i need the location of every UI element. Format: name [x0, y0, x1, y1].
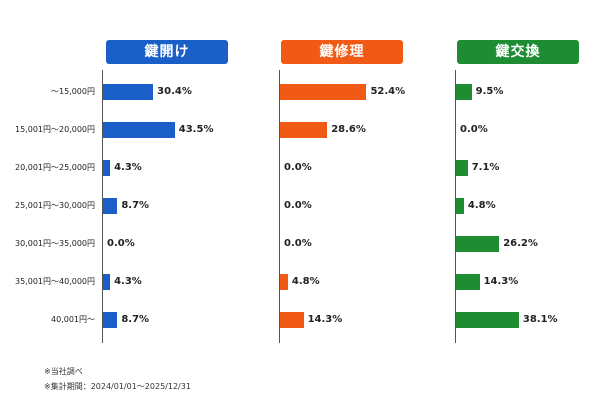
- bar: [456, 160, 468, 176]
- category-label: ～15,000円: [51, 87, 95, 96]
- category-label: 25,001円～30,000円: [15, 201, 95, 210]
- data-label: 4.3%: [114, 162, 142, 173]
- bar: [280, 274, 288, 290]
- data-label: 14.3%: [483, 276, 519, 287]
- bar: [103, 198, 118, 214]
- data-label: 4.8%: [291, 276, 320, 287]
- footnote-source: ※当社調べ: [44, 367, 83, 376]
- data-label: 28.6%: [331, 124, 366, 135]
- category-label: 30,001円～35,000円: [15, 239, 95, 248]
- series-title: 鍵修理: [281, 40, 403, 64]
- data-label: 8.7%: [121, 314, 150, 325]
- footnote-period: ※集計期間：2024/01/01～2025/12/31: [44, 382, 191, 391]
- data-label: 38.1%: [522, 314, 558, 325]
- category-label: 40,001円～: [51, 315, 95, 324]
- bar: [280, 84, 367, 100]
- bar: [280, 312, 304, 328]
- axis-line: [279, 70, 280, 343]
- bar: [456, 236, 500, 252]
- axis-line: [455, 70, 456, 343]
- data-label: 7.1%: [471, 162, 500, 173]
- category-label: 20,001円～25,000円: [15, 163, 95, 172]
- category-label: 35,001円～40,000円: [15, 277, 95, 286]
- bar: [103, 84, 154, 100]
- series-title: 鍵開け: [106, 40, 228, 64]
- bar: [280, 122, 328, 138]
- bar: [103, 160, 111, 176]
- bar: [103, 122, 175, 138]
- data-label: 0.0%: [284, 238, 312, 249]
- data-label: 4.8%: [467, 200, 496, 211]
- bar: [456, 312, 519, 328]
- bar: [456, 198, 464, 214]
- data-label: 14.3%: [307, 314, 343, 325]
- bar: [456, 84, 472, 100]
- data-label: 52.4%: [370, 86, 406, 97]
- data-label: 26.2%: [503, 238, 538, 249]
- bar: [456, 274, 480, 290]
- category-label: 15,001円～20,000円: [15, 125, 95, 134]
- data-label: 4.3%: [114, 276, 142, 287]
- data-label: 0.0%: [107, 238, 135, 249]
- data-label: 0.0%: [284, 200, 312, 211]
- data-label: 43.5%: [178, 124, 214, 135]
- axis-line: [102, 70, 103, 343]
- data-label: 9.5%: [475, 86, 504, 97]
- bar: [103, 274, 111, 290]
- series-title: 鍵交換: [457, 40, 579, 64]
- data-label: 0.0%: [460, 124, 488, 135]
- data-label: 30.4%: [157, 86, 192, 97]
- bar: [103, 312, 118, 328]
- data-label: 8.7%: [121, 200, 150, 211]
- data-label: 0.0%: [284, 162, 312, 173]
